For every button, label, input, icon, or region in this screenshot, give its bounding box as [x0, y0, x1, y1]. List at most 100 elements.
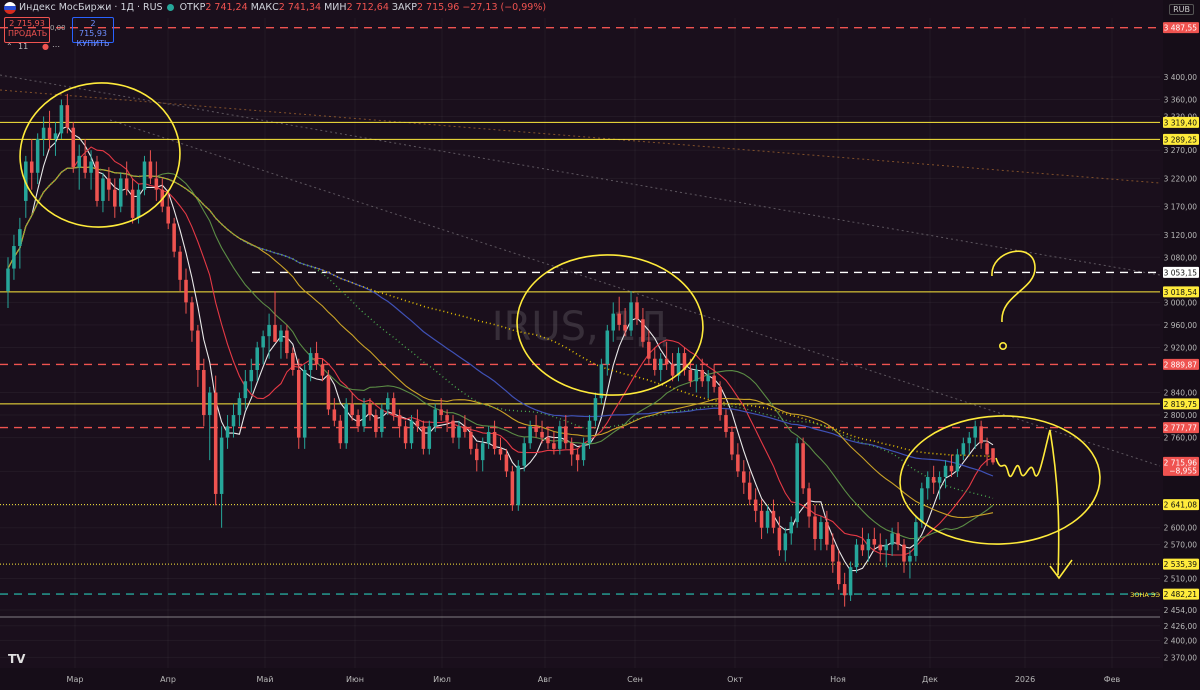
price-level-tag[interactable] [1163, 588, 1199, 600]
candle[interactable] [759, 499, 764, 540]
circle-annotation[interactable] [898, 413, 1102, 548]
candle[interactable] [445, 409, 449, 432]
arrow-annotation[interactable] [995, 429, 1073, 580]
candle[interactable] [943, 460, 948, 489]
candle[interactable] [795, 437, 799, 528]
candle[interactable] [516, 460, 521, 511]
circle-annotation[interactable] [513, 250, 706, 400]
candle[interactable] [914, 516, 918, 562]
candle[interactable] [403, 420, 408, 449]
price-level-tag[interactable] [1163, 558, 1199, 570]
candle[interactable] [6, 257, 10, 309]
indicators-count[interactable]: 11 [18, 42, 29, 51]
candle[interactable] [688, 358, 693, 387]
symbol-title[interactable]: Индекс МосБиржи · 1Д · RUS [19, 2, 163, 13]
candle[interactable] [896, 522, 900, 551]
candle[interactable] [219, 426, 224, 528]
candle[interactable] [47, 110, 52, 151]
candle[interactable] [617, 296, 621, 331]
candle[interactable] [427, 420, 432, 455]
buy-button[interactable]: 2 715,93 КУПИТЬ [72, 17, 114, 48]
candle[interactable] [700, 358, 705, 387]
candle[interactable] [12, 234, 16, 280]
candle[interactable] [908, 550, 912, 579]
price-level-tag[interactable] [1163, 358, 1199, 370]
candle[interactable] [474, 443, 479, 472]
candle[interactable] [374, 409, 378, 438]
candle[interactable] [920, 482, 924, 528]
candle[interactable] [599, 358, 604, 404]
candle[interactable] [184, 268, 188, 314]
candle[interactable] [71, 122, 76, 173]
candle[interactable] [41, 116, 46, 156]
candle[interactable] [397, 409, 402, 438]
candle[interactable] [605, 324, 610, 376]
candle[interactable] [469, 426, 473, 455]
candle[interactable] [53, 122, 58, 156]
candle[interactable] [581, 437, 586, 466]
candle[interactable] [332, 398, 337, 427]
candle[interactable] [356, 409, 360, 432]
candle[interactable] [237, 392, 242, 427]
currency-badge[interactable]: RUB [1169, 4, 1194, 15]
candle[interactable] [925, 471, 930, 500]
candle[interactable] [463, 415, 467, 438]
last-price-tag[interactable] [1163, 456, 1199, 476]
candle[interactable] [593, 392, 598, 427]
candle[interactable] [967, 431, 972, 455]
candle[interactable] [676, 347, 681, 382]
candle[interactable] [243, 369, 248, 410]
candle[interactable] [142, 155, 147, 196]
candle[interactable] [825, 510, 829, 551]
candle[interactable] [338, 415, 343, 449]
price-level-tag[interactable] [1163, 422, 1199, 434]
candle[interactable] [522, 437, 527, 472]
candle[interactable] [380, 403, 384, 438]
candle[interactable] [101, 172, 105, 213]
candle[interactable] [587, 415, 592, 449]
candle[interactable] [777, 516, 782, 556]
candle[interactable] [641, 308, 645, 348]
candle[interactable] [534, 415, 538, 438]
candle[interactable] [546, 426, 550, 449]
candle[interactable] [902, 539, 906, 573]
candle[interactable] [362, 398, 366, 432]
candle[interactable] [979, 420, 983, 449]
candle[interactable] [789, 516, 794, 545]
candle[interactable] [771, 499, 776, 534]
candle[interactable] [124, 161, 129, 196]
candle[interactable] [866, 533, 871, 562]
candle[interactable] [391, 392, 396, 421]
candle[interactable] [415, 409, 420, 432]
candle[interactable] [682, 347, 687, 376]
candle[interactable] [59, 99, 64, 139]
candle[interactable] [878, 533, 883, 562]
candle[interactable] [113, 178, 117, 218]
candle[interactable] [528, 420, 532, 449]
candle[interactable] [664, 341, 669, 370]
candle[interactable] [860, 527, 865, 556]
candle[interactable] [261, 330, 265, 365]
candle[interactable] [706, 369, 710, 399]
candle[interactable] [451, 415, 455, 444]
candle[interactable] [955, 448, 960, 478]
candle[interactable] [29, 138, 34, 190]
candle[interactable] [285, 324, 289, 359]
collapse-indicators-icon[interactable]: ⌃ [6, 42, 13, 51]
candle[interactable] [694, 364, 699, 393]
candle[interactable] [308, 347, 313, 382]
candle[interactable] [961, 437, 966, 461]
candle[interactable] [486, 426, 491, 449]
candle[interactable] [540, 420, 544, 444]
price-level-tag[interactable] [1163, 22, 1199, 34]
candle[interactable] [973, 420, 977, 449]
candle[interactable] [498, 437, 503, 461]
candle[interactable] [884, 539, 888, 568]
candle[interactable] [872, 527, 877, 551]
candle[interactable] [836, 550, 841, 590]
candle[interactable] [302, 364, 307, 449]
sell-button[interactable]: 2 715,93 ПРОДАТЬ [4, 17, 50, 43]
circle-annotation[interactable] [14, 76, 186, 233]
